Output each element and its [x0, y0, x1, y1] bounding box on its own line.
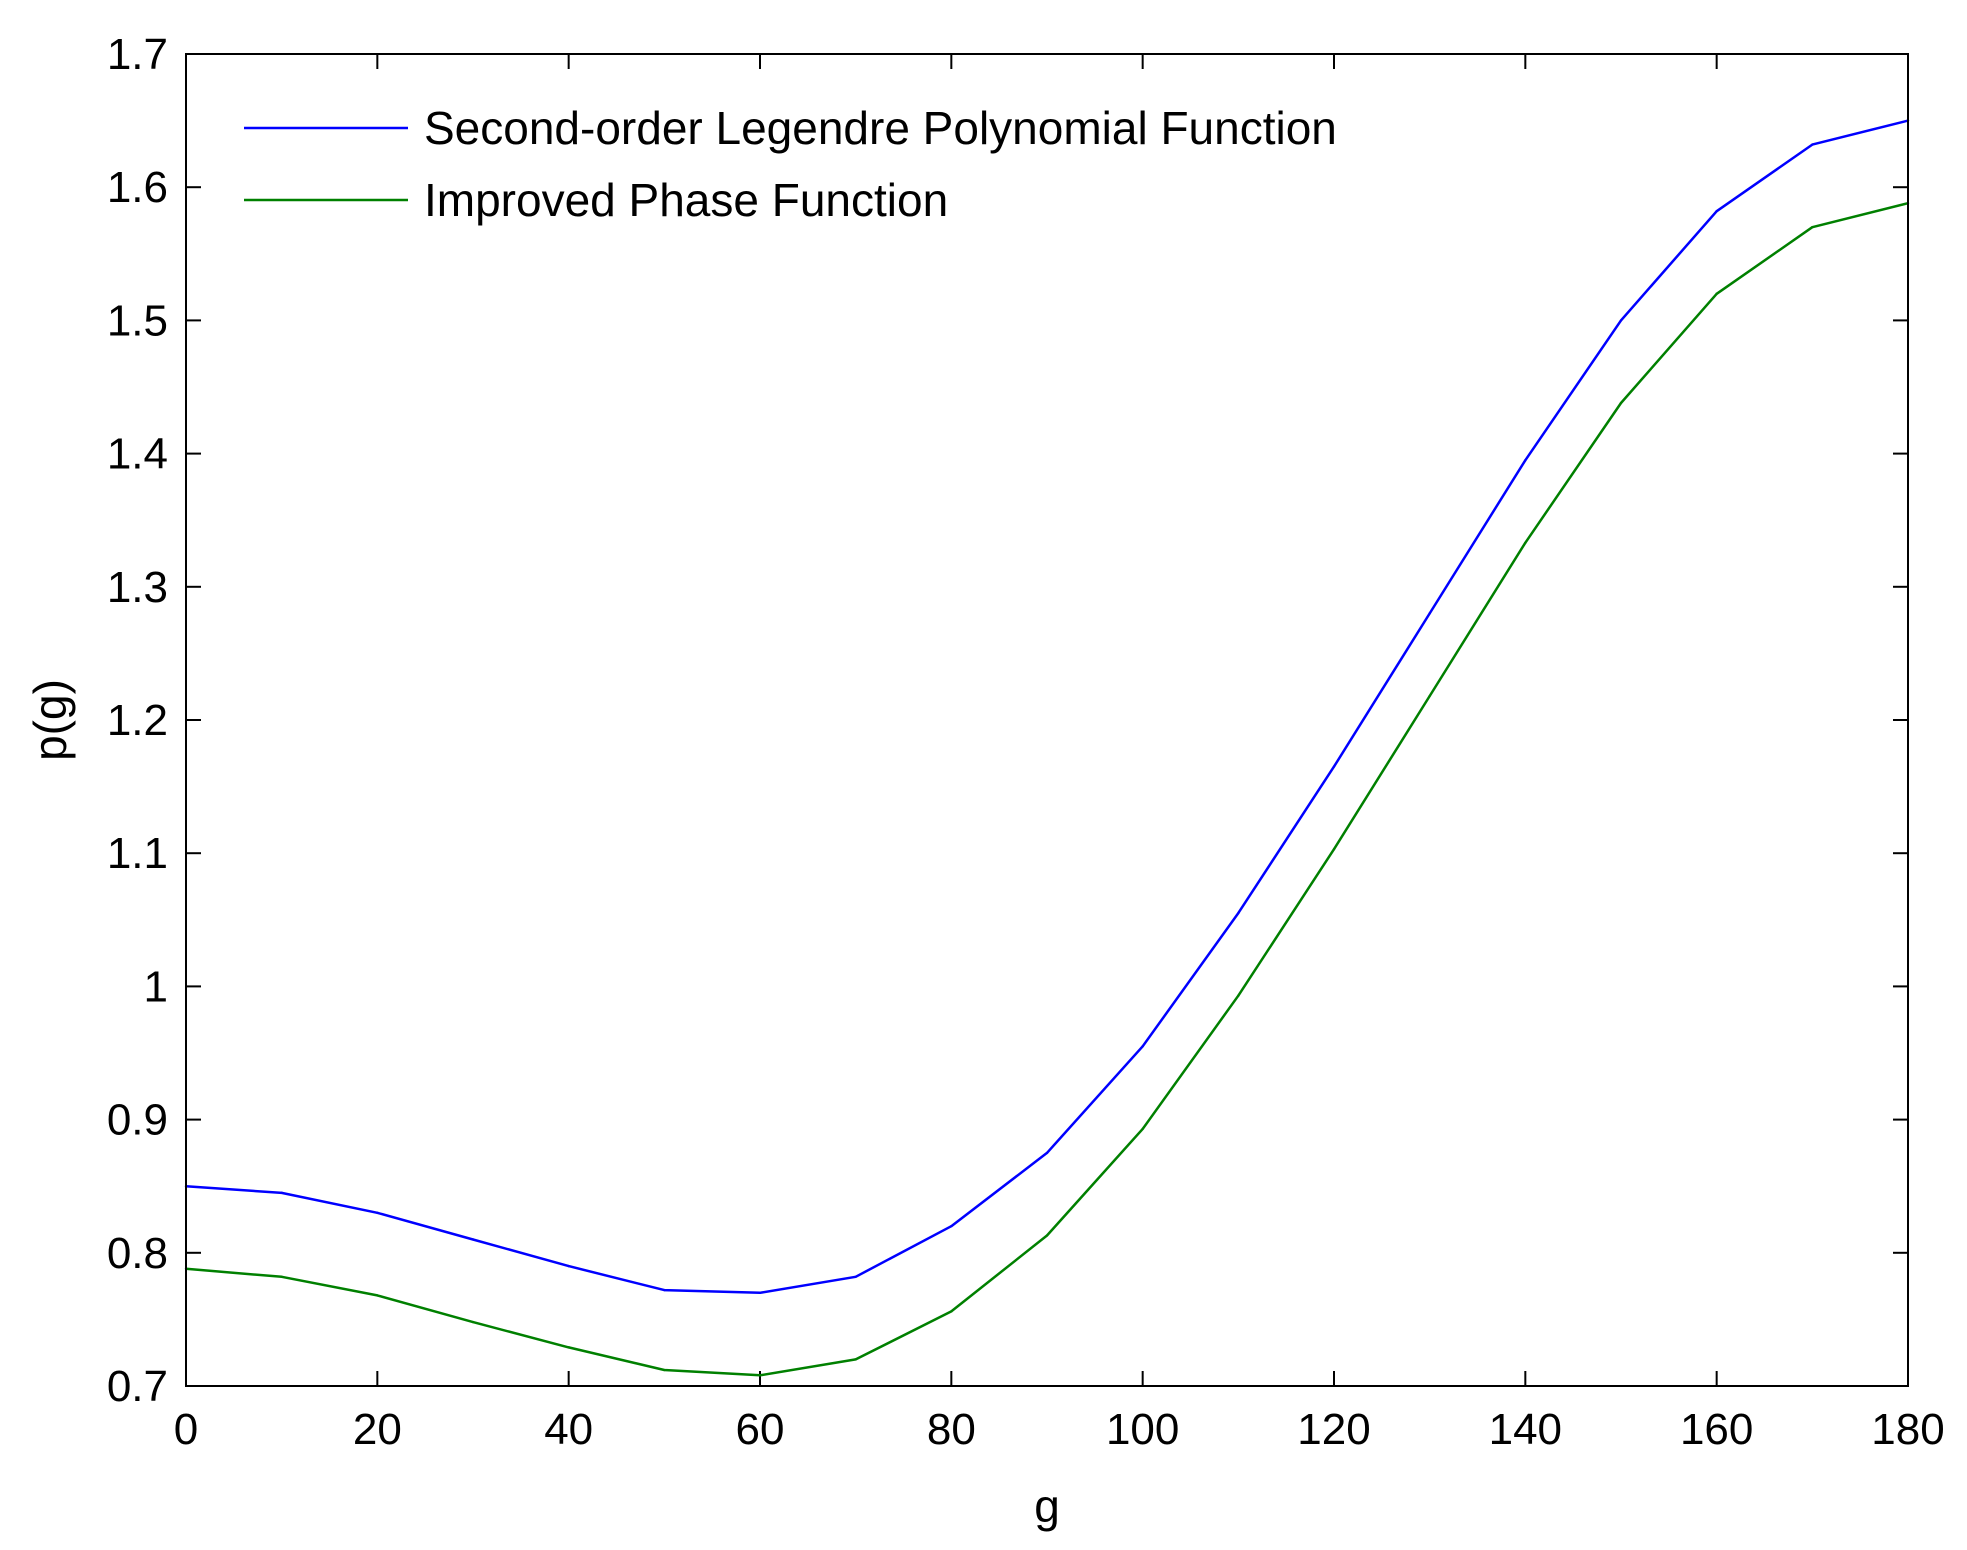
y-tick-label: 1.6 — [107, 163, 168, 212]
data-point — [1428, 612, 1431, 615]
x-tick-label: 160 — [1680, 1405, 1753, 1454]
data-point — [854, 1275, 857, 1278]
data-point — [1619, 401, 1623, 405]
data-point — [1237, 994, 1240, 997]
x-tick-label: 60 — [736, 1405, 785, 1454]
y-tick-label: 0.8 — [107, 1229, 168, 1278]
data-point — [758, 1291, 762, 1294]
ticks-layer: 0 20 40 60 80 100 120 140 160 180 0.7 0.8 0.9 1 1.1 1.2… — [107, 30, 1945, 1454]
data-point — [1332, 848, 1336, 851]
y-tick-label: 1.2 — [107, 696, 168, 745]
data-point — [854, 1358, 857, 1361]
y-tick-label: 1.4 — [107, 430, 168, 479]
data-point — [758, 1374, 762, 1377]
data-point — [1237, 911, 1240, 915]
data-point — [567, 1346, 570, 1349]
x-tick-label: 40 — [544, 1405, 593, 1454]
data-point — [1045, 1151, 1049, 1155]
legend-label-1: Second-order Legendre Polynomial Functio… — [424, 102, 1337, 154]
data-point — [1715, 292, 1718, 295]
data-point — [1141, 1127, 1144, 1131]
legend-label-2: Improved Phase Function — [424, 174, 948, 226]
series-layer — [184, 119, 1910, 1377]
x-tick-label: 20 — [353, 1405, 402, 1454]
data-point — [280, 1275, 283, 1278]
data-point — [1524, 459, 1527, 462]
data-point — [1332, 765, 1336, 768]
data-point — [376, 1211, 379, 1215]
x-axis-label: g — [1034, 1480, 1060, 1532]
data-point — [950, 1224, 953, 1228]
y-tick-label: 1.1 — [107, 829, 168, 878]
y-axis-label: p(g) — [24, 679, 76, 761]
x-tick-label: 140 — [1489, 1405, 1562, 1454]
data-point — [1524, 541, 1527, 545]
plot-area — [186, 54, 1908, 1386]
x-tick-label: 180 — [1871, 1405, 1944, 1454]
data-point — [376, 1294, 379, 1297]
legend: Second-order Legendre Polynomial Functio… — [244, 102, 1337, 226]
data-point — [663, 1368, 666, 1372]
data-point — [471, 1238, 475, 1241]
data-point — [280, 1191, 283, 1195]
y-tick-label: 1.5 — [107, 296, 168, 345]
x-tick-label: 120 — [1297, 1405, 1370, 1454]
x-tick-label: 100 — [1106, 1405, 1179, 1454]
axes-box — [185, 53, 1909, 1387]
y-tick-label: 0.7 — [107, 1362, 168, 1411]
data-point — [1428, 694, 1431, 698]
data-point — [471, 1320, 475, 1324]
y-tick-label: 1.3 — [107, 563, 168, 612]
data-point — [1811, 143, 1814, 146]
y-tick-label: 0.9 — [107, 1096, 168, 1145]
data-point — [567, 1264, 570, 1268]
data-point — [1045, 1234, 1049, 1237]
x-tick-label: 0 — [174, 1405, 198, 1454]
data-point — [1619, 319, 1623, 322]
data-point — [1715, 209, 1718, 213]
data-point — [1141, 1045, 1144, 1048]
y-tick-label: 1.7 — [107, 30, 168, 79]
data-point — [663, 1288, 666, 1292]
y-tick-label: 1 — [144, 962, 168, 1011]
x-tick-label: 80 — [927, 1405, 976, 1454]
data-point — [1811, 225, 1814, 229]
data-point — [950, 1310, 953, 1313]
